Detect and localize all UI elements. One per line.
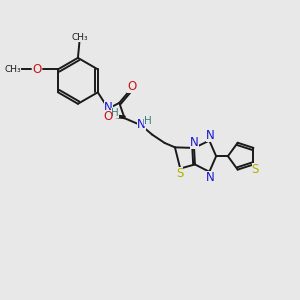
Text: N: N <box>190 136 199 149</box>
Text: O: O <box>32 63 41 76</box>
Text: N: N <box>206 129 214 142</box>
Text: O: O <box>103 110 112 123</box>
Text: S: S <box>252 163 259 176</box>
Text: N: N <box>206 171 214 184</box>
Text: H: H <box>111 108 119 118</box>
Text: N: N <box>137 118 146 131</box>
Text: H: H <box>144 116 152 126</box>
Text: CH₃: CH₃ <box>4 65 21 74</box>
Text: S: S <box>176 167 183 180</box>
Text: N: N <box>104 100 113 113</box>
Text: O: O <box>127 80 136 93</box>
Text: CH₃: CH₃ <box>71 33 88 42</box>
